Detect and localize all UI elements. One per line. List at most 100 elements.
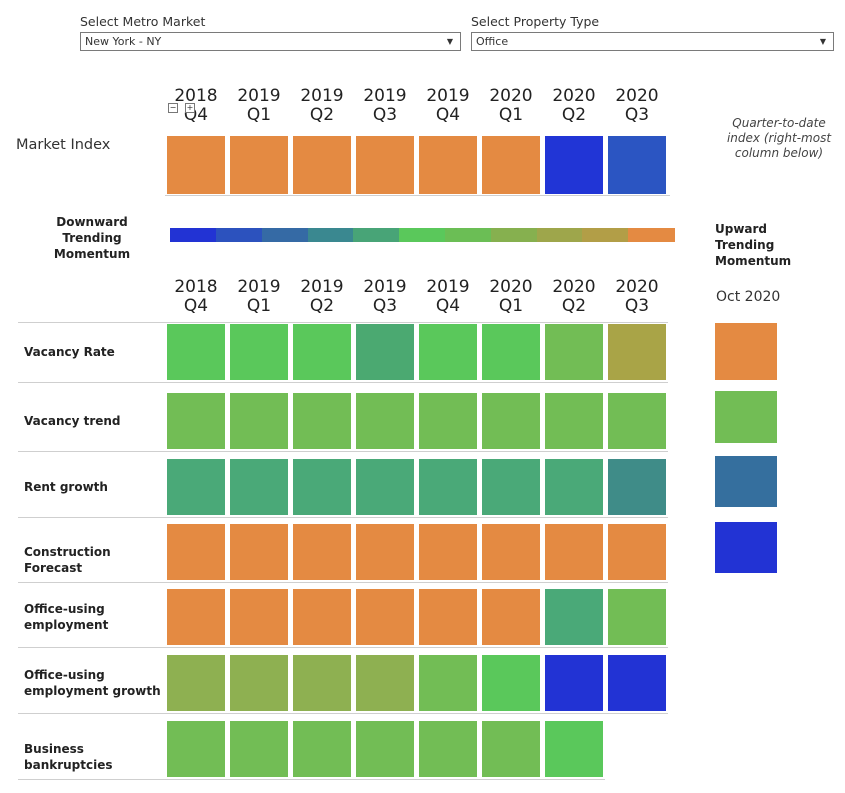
- indicator-cell[interactable]: [482, 655, 540, 711]
- indicator-cell[interactable]: [230, 393, 288, 449]
- quarter-name: Q1: [246, 296, 272, 316]
- indicator-cell[interactable]: [293, 393, 351, 449]
- indicator-cell[interactable]: [419, 721, 477, 777]
- quarter-name: Q2: [309, 105, 335, 125]
- indicator-cell[interactable]: [356, 324, 414, 380]
- indicator-cell[interactable]: [545, 393, 603, 449]
- indicator-cell[interactable]: [230, 721, 288, 777]
- indicator-cell[interactable]: [356, 655, 414, 711]
- market-header-4: 2019 Q4: [419, 87, 477, 125]
- property-type-select[interactable]: Office ▼: [471, 32, 834, 51]
- legend-swatch: [715, 522, 777, 573]
- quarter-name: Q3: [624, 296, 650, 316]
- indicator-cell[interactable]: [608, 459, 666, 515]
- indicator-cell[interactable]: [230, 589, 288, 645]
- indicator-cell[interactable]: [482, 459, 540, 515]
- metro-market-value: New York - NY: [85, 35, 162, 48]
- indicator-cell[interactable]: [167, 524, 225, 580]
- chevron-down-icon[interactable]: ▼: [819, 37, 826, 46]
- row-divider: [18, 382, 668, 383]
- indicator-cell[interactable]: [545, 459, 603, 515]
- indicator-cell[interactable]: [419, 524, 477, 580]
- indicator-cell[interactable]: [356, 393, 414, 449]
- indicator-cell[interactable]: [230, 459, 288, 515]
- market-header-7: 2020 Q3: [608, 87, 666, 125]
- indicator-cell[interactable]: [167, 589, 225, 645]
- indicator-cell[interactable]: [608, 324, 666, 380]
- market-index-cell[interactable]: [419, 136, 477, 194]
- indicator-cell[interactable]: [167, 721, 225, 777]
- indicator-cell[interactable]: [356, 524, 414, 580]
- indicator-cell[interactable]: [167, 459, 225, 515]
- indicator-cell[interactable]: [482, 721, 540, 777]
- quarter-year: 2020: [552, 86, 596, 106]
- quarter-name: Q1: [498, 296, 524, 316]
- indicator-cell[interactable]: [230, 524, 288, 580]
- indicator-cell[interactable]: [167, 655, 225, 711]
- indicator-cell[interactable]: [482, 393, 540, 449]
- row-divider: [18, 582, 668, 583]
- indicator-cell[interactable]: [293, 524, 351, 580]
- indicator-cell[interactable]: [293, 459, 351, 515]
- market-index-cell[interactable]: [230, 136, 288, 194]
- chevron-down-icon[interactable]: ▼: [446, 37, 453, 46]
- quarter-name: Q2: [309, 296, 335, 316]
- quarter-year: 2019: [363, 277, 407, 297]
- quarter-year: 2020: [489, 86, 533, 106]
- quarter-name: Q4: [183, 296, 209, 316]
- metro-market-select[interactable]: New York - NY ▼: [80, 32, 461, 51]
- indicator-cell[interactable]: [167, 393, 225, 449]
- indicator-cell[interactable]: [356, 589, 414, 645]
- property-type-value: Office: [476, 35, 509, 48]
- indicator-label: Office-using employment: [24, 601, 166, 633]
- indicator-cell[interactable]: [545, 324, 603, 380]
- market-index-cell[interactable]: [545, 136, 603, 194]
- indicator-header-3: 2019 Q3: [356, 278, 414, 316]
- indicator-header-7: 2020 Q3: [608, 278, 666, 316]
- indicator-cell[interactable]: [230, 655, 288, 711]
- indicator-cell[interactable]: [293, 655, 351, 711]
- indicator-cell[interactable]: [419, 589, 477, 645]
- quarter-year: 2020: [552, 277, 596, 297]
- market-header-1: 2019 Q1: [230, 87, 288, 125]
- indicator-cell[interactable]: [608, 524, 666, 580]
- collapse-icon[interactable]: −: [168, 103, 178, 113]
- indicator-cell[interactable]: [608, 655, 666, 711]
- indicator-cell[interactable]: [545, 524, 603, 580]
- indicator-cell[interactable]: [545, 655, 603, 711]
- indicator-cell[interactable]: [545, 589, 603, 645]
- indicator-cell[interactable]: [356, 459, 414, 515]
- indicator-cell[interactable]: [545, 721, 603, 777]
- gradient-segment: [490, 228, 538, 242]
- indicator-cell[interactable]: [419, 393, 477, 449]
- indicator-cell[interactable]: [608, 393, 666, 449]
- indicator-cell[interactable]: [419, 459, 477, 515]
- indicator-cell[interactable]: [293, 721, 351, 777]
- indicator-cell[interactable]: [419, 324, 477, 380]
- quarter-year: 2019: [237, 277, 281, 297]
- indicator-header-0: 2018 Q4: [167, 278, 225, 316]
- indicator-cell[interactable]: [356, 721, 414, 777]
- indicator-cell[interactable]: [167, 324, 225, 380]
- market-index-cell[interactable]: [482, 136, 540, 194]
- indicator-cell[interactable]: [482, 524, 540, 580]
- gradient-segment: [582, 228, 629, 242]
- quarter-name: Q4: [435, 296, 461, 316]
- quarter-year: 2018: [174, 86, 218, 106]
- market-index-cell[interactable]: [293, 136, 351, 194]
- indicator-cell[interactable]: [482, 324, 540, 380]
- indicator-cell[interactable]: [419, 655, 477, 711]
- legend-title: Oct 2020: [716, 289, 781, 305]
- indicator-cell[interactable]: [608, 589, 666, 645]
- indicator-cell[interactable]: [230, 324, 288, 380]
- market-index-cell[interactable]: [167, 136, 225, 194]
- market-index-cell[interactable]: [356, 136, 414, 194]
- indicator-cell[interactable]: [293, 324, 351, 380]
- market-index-cell[interactable]: [608, 136, 666, 194]
- expand-icon[interactable]: +: [185, 103, 195, 113]
- indicator-cell[interactable]: [482, 589, 540, 645]
- metro-market-label: Select Metro Market: [80, 14, 206, 29]
- indicator-label: Vacancy trend: [24, 413, 166, 429]
- property-type-label: Select Property Type: [471, 14, 600, 29]
- indicator-cell[interactable]: [293, 589, 351, 645]
